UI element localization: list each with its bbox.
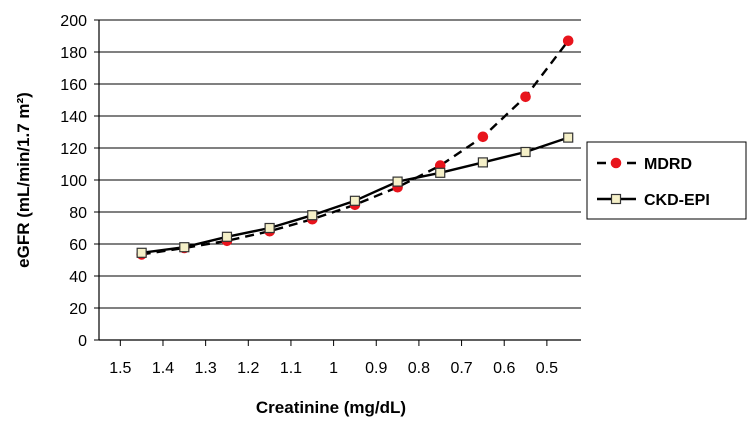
series-line-ckd-epi [141,136,569,254]
data-point-ckd-epi [477,157,488,168]
x-tick-label: 0.5 [536,360,558,377]
x-tick-label: 0.6 [493,360,515,377]
y-tick-label: 40 [69,269,87,286]
x-tick-label: 1.1 [280,360,302,377]
x-tick-label: 0.7 [450,360,472,377]
data-point-ckd-epi [136,247,147,258]
y-tick-label: 0 [78,333,87,350]
x-tick-label: 1 [329,360,338,377]
y-tick-label: 60 [69,237,87,254]
x-tick-label: 1.4 [152,360,174,377]
legend-box [586,141,747,220]
y-tick-label: 160 [60,77,87,94]
grid-lines [94,19,581,341]
y-tick-label: 100 [60,173,87,190]
x-axis-title: Creatinine (mg/dL) [256,398,406,417]
data-point-ckd-epi [520,146,531,158]
axes [98,20,581,346]
y-tick-label: 200 [60,13,87,30]
y-tick-label: 80 [69,205,87,222]
data-point-ckd-epi [179,242,190,253]
x-tick-label: 1.3 [195,360,217,377]
y-tick-label: 120 [60,141,87,158]
data-point-mdrd [477,131,489,143]
x-tick-label: 0.8 [408,360,430,377]
data-point-mdrd [520,91,531,103]
legend-label-ckd-epi: CKD-EPI [644,192,710,209]
x-tick-labels: 1.5 1.4 1.3 1.2 1.1 1 0.9 0.8 0.7 0.6 0.5 [109,360,558,377]
x-tick-label: 1.2 [237,360,259,377]
y-axis-title: eGFR (mL/min/1.7 m²) [14,92,33,268]
y-tick-label: 20 [69,301,87,318]
data-point-ckd-epi [307,210,318,221]
legend: MDRD CKD-EPI [586,141,747,220]
data-point-ckd-epi [563,132,574,143]
y-tick-labels: 0 20 40 60 80 100 120 140 160 180 200 [60,13,87,350]
data-point-mdrd [562,35,574,47]
x-tick-label: 1.5 [109,360,131,377]
legend-label-mdrd: MDRD [644,156,692,173]
data-point-ckd-epi [435,167,446,178]
data-point-ckd-epi [264,222,275,234]
legend-marker-ckd-epi [610,193,622,205]
x-tick-label: 0.9 [365,360,387,377]
series-layer [136,35,574,260]
data-point-ckd-epi [221,231,233,242]
legend-marker-mdrd [610,157,622,169]
data-point-ckd-epi [392,176,403,187]
data-point-ckd-epi [349,195,361,206]
y-tick-label: 180 [60,45,87,62]
y-tick-label: 140 [60,109,87,126]
